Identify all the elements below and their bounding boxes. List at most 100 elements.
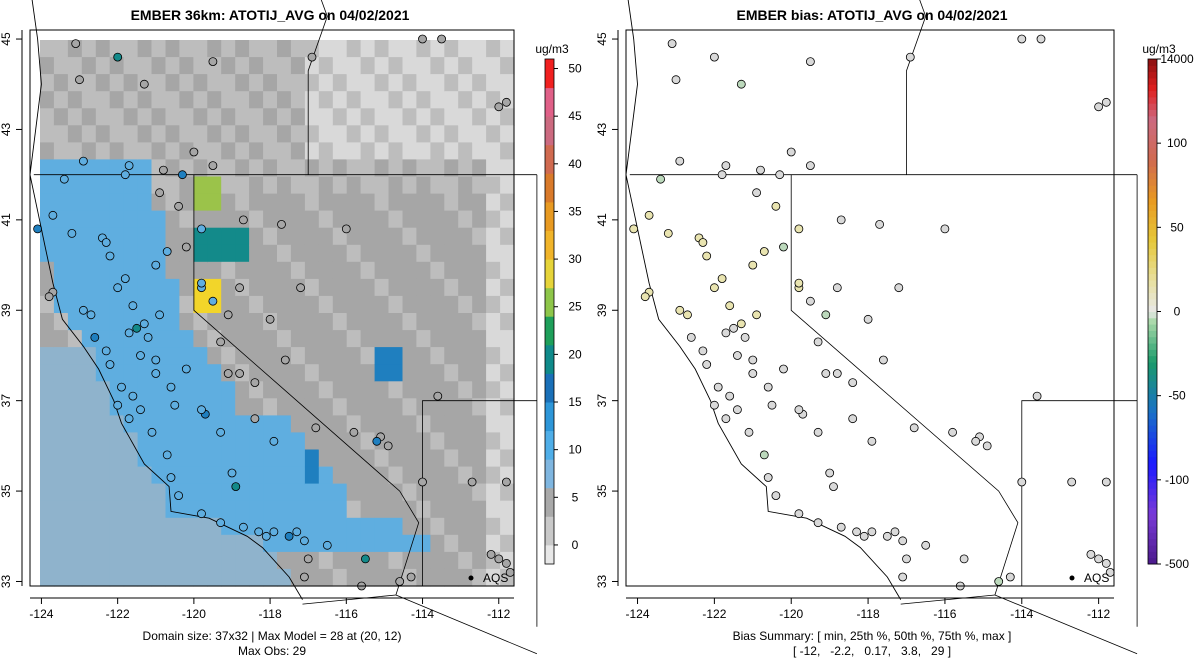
grid-cell [235, 261, 250, 280]
bias-point [898, 536, 908, 546]
grid-cell [277, 398, 292, 416]
grid-cell [374, 330, 390, 348]
bias-point [667, 39, 677, 48]
grid-cell [263, 483, 278, 502]
grid-cell [332, 142, 348, 161]
grid-cell [137, 176, 153, 195]
grid-cell [332, 483, 348, 502]
grid-cell [346, 176, 362, 195]
colorbar-tick-label: 5 [572, 490, 579, 504]
grid-cell [179, 210, 194, 229]
grid-cell [207, 500, 222, 519]
grid-cell [304, 568, 320, 587]
grid-cell [249, 398, 264, 416]
grid-cell [304, 193, 320, 212]
grid-cell [444, 449, 459, 468]
grid-cell [235, 500, 250, 519]
colorbar-swatch [545, 268, 554, 279]
colorbar-swatch [1148, 532, 1157, 540]
grid-cell [402, 295, 417, 314]
monitor-point [174, 201, 184, 211]
grid-cell [304, 330, 320, 348]
grid-cell [277, 176, 292, 195]
grid-cell [207, 534, 222, 553]
grid-cell [430, 176, 445, 195]
grid-cell [277, 415, 292, 434]
grid-cell [416, 364, 431, 382]
grid-cell [67, 517, 83, 536]
grid-cell [388, 193, 403, 212]
grid-cell [109, 483, 125, 502]
right-colorbar-unit: ug/m3 [1142, 42, 1176, 56]
bias-point [813, 337, 823, 347]
bias-point [725, 391, 735, 401]
monitor-point [90, 332, 100, 342]
monitor-point [79, 305, 88, 315]
bias-point [759, 247, 769, 256]
grid-cell [81, 227, 97, 246]
grid-cell [444, 466, 459, 485]
grid-cell [263, 125, 278, 143]
grid-cell [402, 91, 417, 109]
grid-cell [165, 432, 180, 451]
monitor-point [299, 536, 309, 546]
x-tick-label: -122 [106, 607, 130, 621]
grid-cell [388, 142, 403, 161]
grid-cell [151, 449, 166, 468]
grid-cell [472, 517, 487, 536]
grid-cell [53, 330, 69, 348]
state-border-line [422, 400, 537, 586]
bias-point [1036, 34, 1046, 44]
monitor-point [151, 355, 161, 365]
bias-point [1032, 391, 1042, 401]
bias-point [959, 554, 969, 564]
grid-cell [109, 517, 125, 536]
grid-cell [40, 534, 55, 553]
grid-cell [249, 125, 264, 143]
grid-cell [249, 57, 264, 75]
grid-cell [53, 517, 69, 536]
monitor-point [280, 355, 290, 365]
grid-cell [360, 432, 376, 451]
grid-cell [81, 244, 97, 263]
grid-cell [123, 176, 139, 195]
grid-cell [402, 415, 417, 434]
grid-cell [374, 74, 390, 92]
grid-cell [416, 398, 431, 416]
grid-cell [207, 261, 222, 280]
grid-cell [458, 57, 473, 75]
grid-cell [95, 330, 111, 348]
grid-cell [402, 125, 417, 143]
grid-cell [263, 40, 278, 58]
grid-cell [235, 432, 250, 451]
grid-cell [81, 193, 97, 212]
monitor-point [486, 550, 496, 559]
grid-cell [193, 244, 208, 263]
grid-cell [458, 91, 473, 109]
grid-cell [151, 74, 166, 92]
grid-cell [67, 313, 83, 331]
grid-cell [137, 125, 153, 143]
colorbar-swatch [1148, 197, 1157, 205]
bias-point [875, 219, 884, 229]
grid-cell [458, 313, 473, 331]
grid-cell [67, 398, 83, 416]
grid-cell [53, 551, 69, 570]
grid-cell [81, 483, 97, 502]
grid-cell [193, 449, 208, 468]
left-plot-frame [29, 29, 515, 587]
grid-cell [332, 125, 348, 143]
grid-cell [430, 330, 445, 348]
grid-cell [151, 483, 166, 502]
grid-cell [95, 176, 111, 195]
grid-cell [151, 517, 166, 536]
grid-cell [388, 108, 403, 126]
grid-cell [402, 551, 417, 570]
grid-cell [207, 551, 222, 570]
grid-cell [388, 551, 403, 570]
colorbar-tick-label: 10 [568, 443, 582, 457]
grid-cell [249, 74, 264, 92]
monitor-point [151, 260, 161, 270]
grid-cell [332, 313, 348, 331]
grid-cell [249, 313, 264, 331]
